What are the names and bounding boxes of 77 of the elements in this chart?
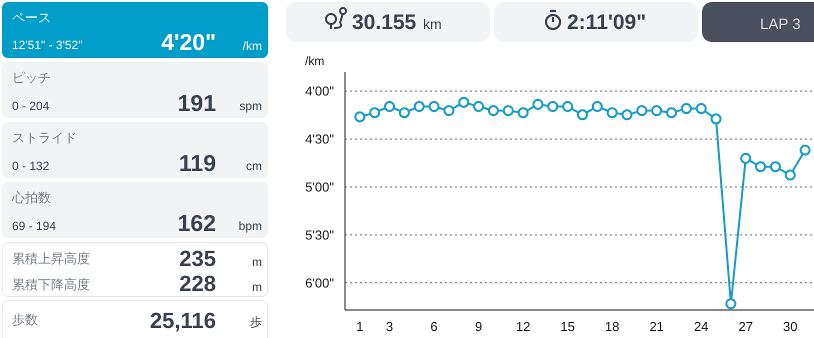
point bbox=[518, 107, 529, 118]
point bbox=[458, 96, 470, 108]
text: bpm bbox=[238, 219, 262, 233]
text: 4'30" bbox=[305, 132, 334, 147]
text: 30.155 bbox=[352, 11, 417, 34]
text: 5'30" bbox=[305, 227, 334, 242]
text: 累積上昇高度 bbox=[12, 251, 90, 266]
text: 69 - 194 bbox=[12, 219, 56, 233]
point bbox=[621, 109, 632, 120]
point bbox=[592, 100, 603, 112]
text: 5'00" bbox=[305, 180, 334, 195]
point bbox=[443, 105, 454, 116]
x-tick-label: 6 bbox=[430, 319, 438, 334]
text: 0 - 204 bbox=[12, 99, 50, 113]
point bbox=[725, 298, 736, 310]
text: 12'51" - 3'52" bbox=[12, 38, 82, 52]
x-tick-label: 21 bbox=[649, 319, 664, 334]
point bbox=[636, 105, 648, 116]
point bbox=[784, 170, 796, 181]
point bbox=[398, 107, 410, 118]
point bbox=[414, 100, 425, 112]
x-tick-label: 30 bbox=[783, 319, 798, 334]
text: 228 bbox=[179, 271, 216, 296]
point bbox=[532, 98, 544, 110]
text: 2:11'09" bbox=[567, 11, 646, 34]
text: 累積下降高度 bbox=[12, 277, 90, 292]
text: 心拍数 bbox=[11, 190, 51, 205]
x-tick-label: 3 bbox=[386, 319, 394, 334]
text: 235 bbox=[179, 246, 216, 271]
x-tick-label: 12 bbox=[516, 319, 530, 334]
text: LAP 3 bbox=[760, 16, 801, 33]
point bbox=[384, 100, 396, 112]
text: 162 bbox=[178, 210, 216, 236]
x-tick-label: 1 bbox=[356, 319, 364, 334]
text: 0 - 132 bbox=[12, 159, 50, 173]
point bbox=[606, 107, 618, 118]
x-tick-label: 9 bbox=[474, 319, 482, 334]
text: 歩数 bbox=[12, 312, 38, 327]
point bbox=[354, 111, 366, 122]
text: km bbox=[423, 16, 442, 32]
text: 歩 bbox=[250, 315, 262, 329]
point bbox=[666, 107, 678, 118]
point bbox=[710, 113, 722, 124]
point bbox=[755, 161, 766, 172]
text: 191 bbox=[178, 90, 216, 116]
text: 4'00" bbox=[305, 84, 334, 99]
point bbox=[428, 100, 440, 112]
point bbox=[651, 105, 662, 116]
text: m bbox=[252, 280, 262, 294]
point bbox=[576, 109, 588, 120]
text: 119 bbox=[178, 150, 216, 176]
x-tick-label: 27 bbox=[738, 319, 753, 334]
point bbox=[488, 105, 499, 116]
point bbox=[369, 107, 380, 118]
x-tick-label: 15 bbox=[560, 319, 575, 334]
y-axis-title: /km bbox=[305, 54, 324, 68]
x-tick-label: 18 bbox=[604, 319, 620, 334]
x-tick-label: 24 bbox=[694, 319, 708, 334]
text: 4'20" bbox=[161, 29, 216, 55]
point bbox=[696, 103, 707, 114]
text: cm bbox=[246, 159, 262, 173]
point bbox=[740, 152, 752, 164]
point bbox=[680, 103, 692, 114]
point bbox=[547, 100, 558, 112]
text: m bbox=[252, 255, 262, 269]
point bbox=[473, 100, 484, 112]
text: ペース bbox=[12, 10, 51, 25]
text: 25,116 bbox=[150, 308, 216, 333]
text: spm bbox=[239, 99, 262, 113]
text: ピッチ bbox=[12, 70, 51, 85]
point bbox=[800, 144, 811, 156]
point bbox=[502, 105, 514, 116]
text: 6'00" bbox=[305, 275, 334, 290]
point bbox=[562, 100, 574, 112]
text: ストライド bbox=[12, 130, 77, 145]
point bbox=[770, 161, 781, 172]
text: /km bbox=[242, 39, 262, 53]
